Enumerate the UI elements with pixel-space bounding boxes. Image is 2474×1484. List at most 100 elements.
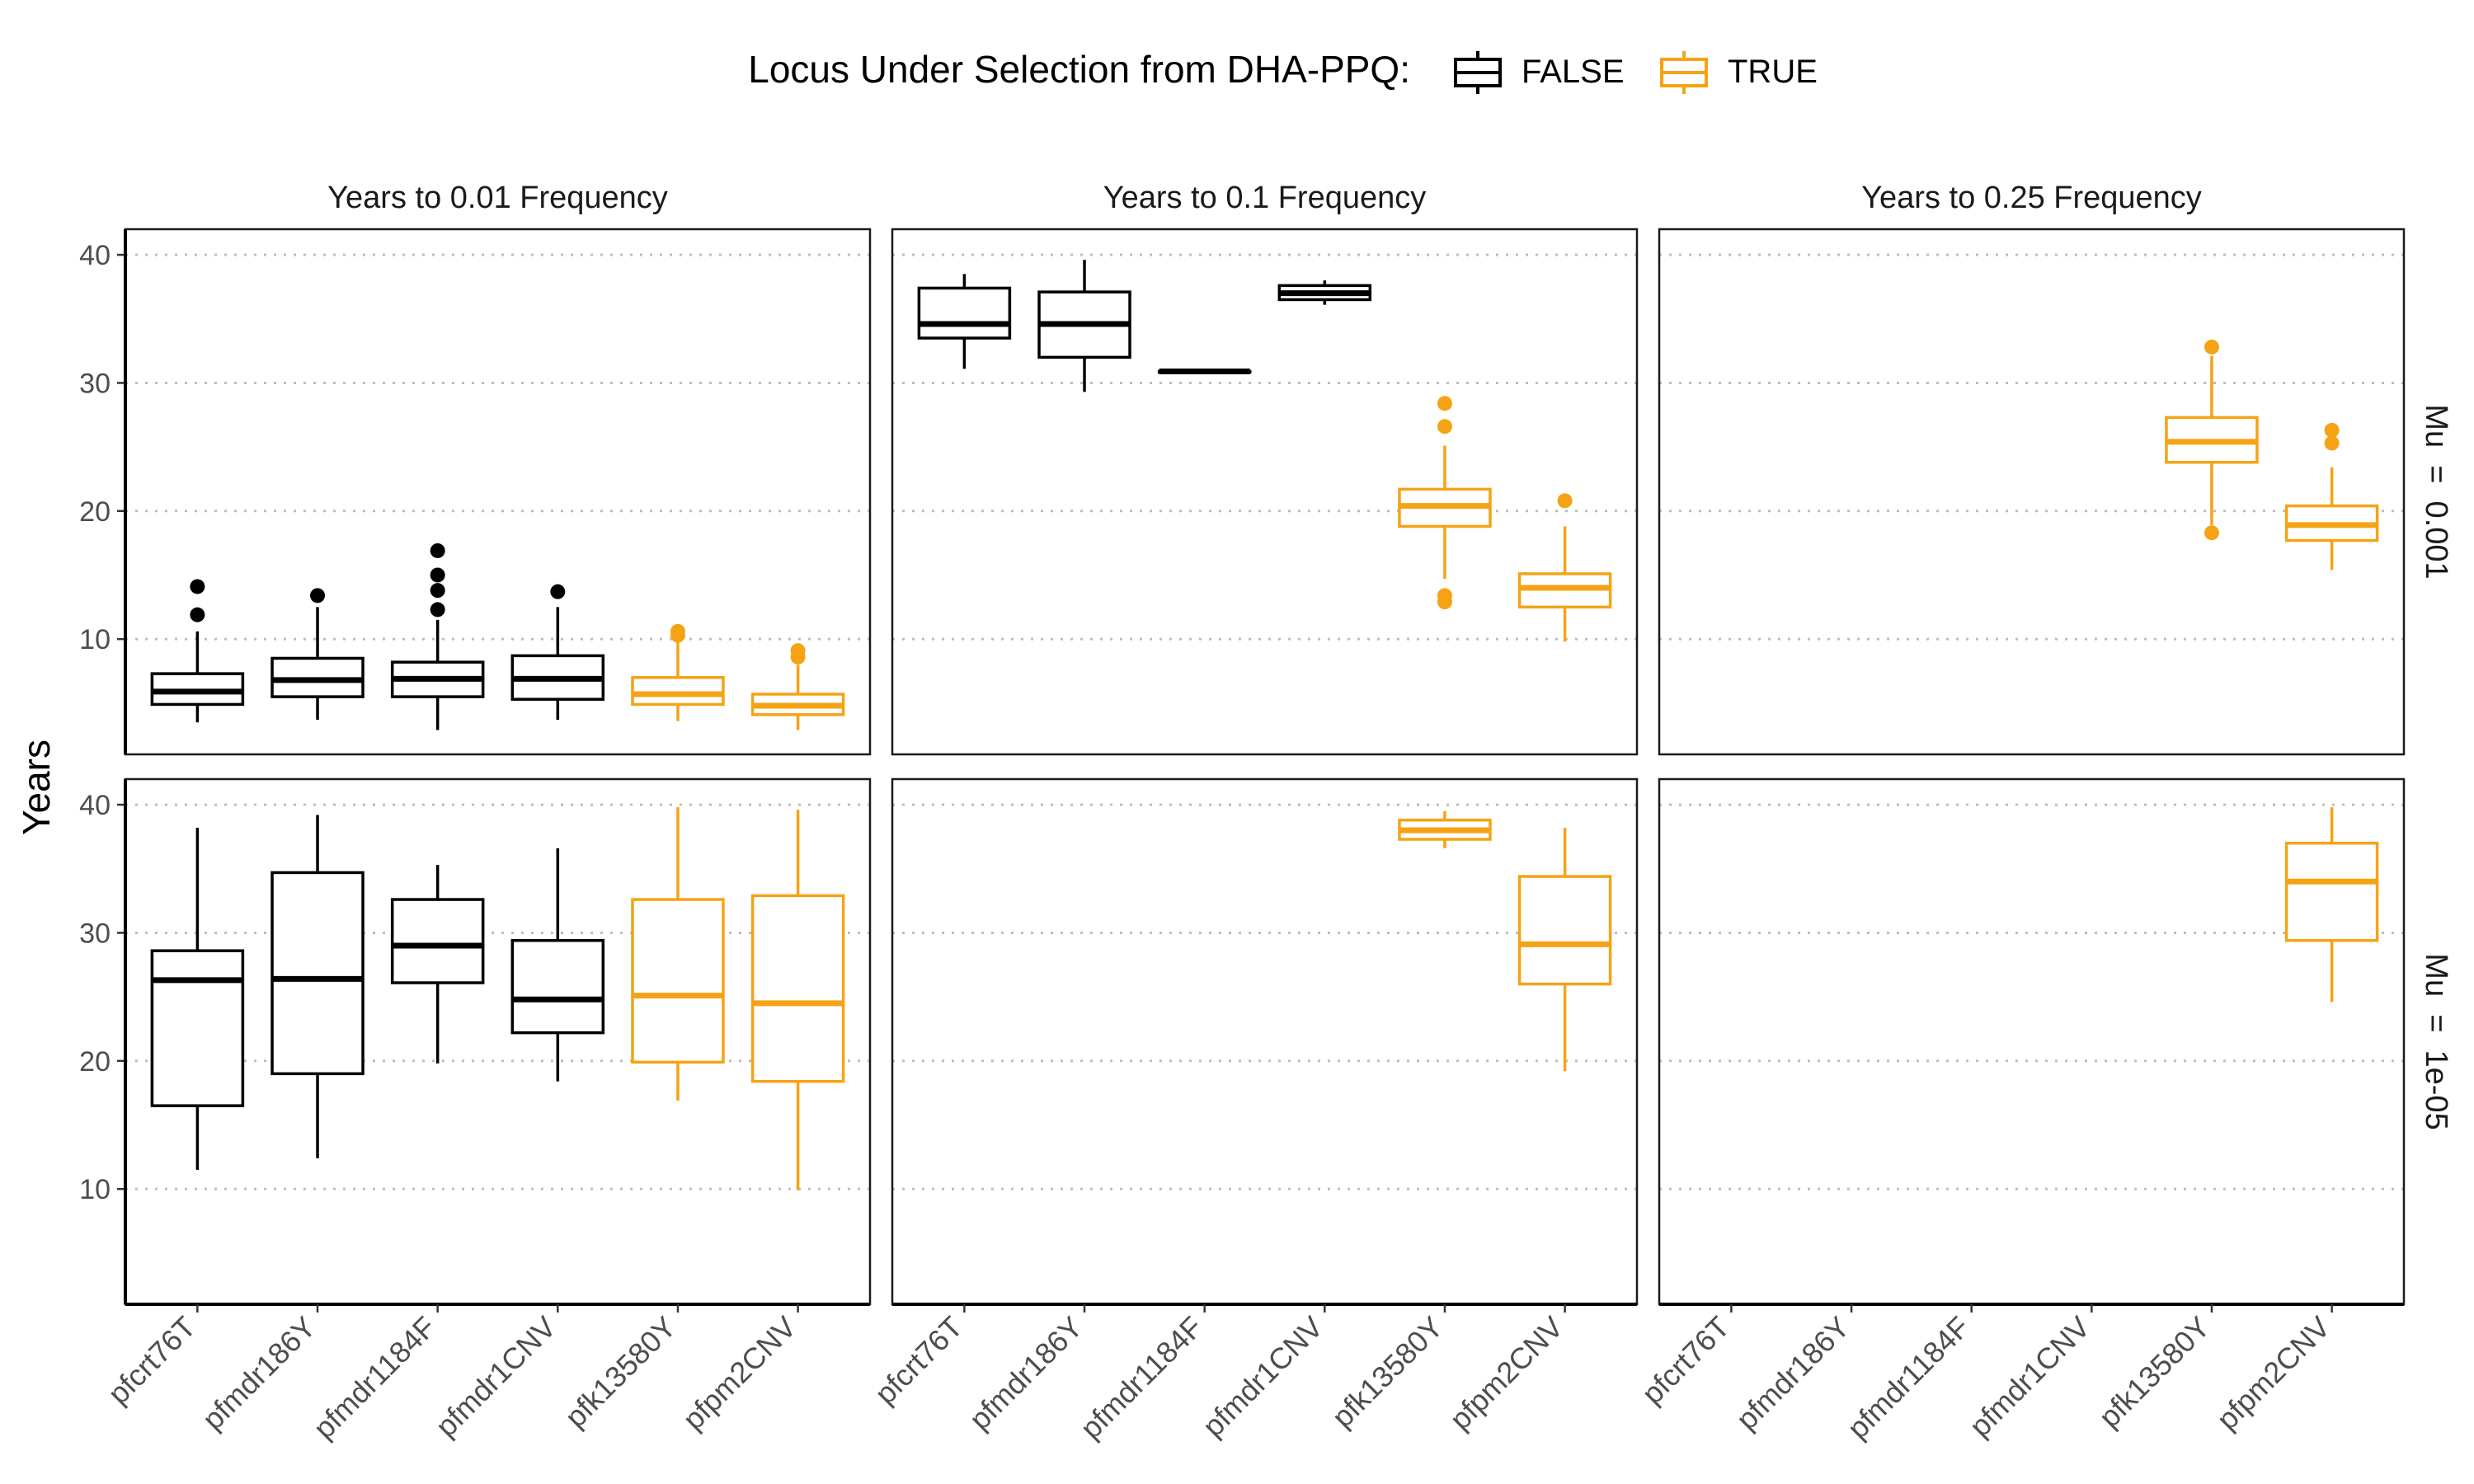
box-iqr <box>1517 875 1612 986</box>
x-tick-label: pfmdr186Y <box>962 1310 1089 1437</box>
outlier-point <box>310 588 326 603</box>
x-tick-label: pfmdr1CNV <box>1963 1310 2096 1444</box>
y-tick-label: 30 <box>79 368 111 399</box>
box-pfk13580Y <box>631 807 725 1101</box>
panel-boxes-r0-c2 <box>2165 339 2379 571</box>
column-strip-label: Years to 0.1 Frequency <box>1103 181 1427 215</box>
x-tick-label: pfcrt76T <box>868 1310 969 1411</box>
box-pfmdr1184F <box>390 542 485 730</box>
box-iqr <box>750 894 845 1083</box>
box-iqr <box>2284 841 2379 942</box>
outlier-point <box>190 607 205 622</box>
box-iqr <box>510 939 605 1035</box>
box-pfcrt76T <box>150 579 245 723</box>
outlier-point <box>430 567 445 583</box>
box-iqr <box>631 676 725 707</box>
panel-boxes-r0-c0 <box>150 542 845 730</box>
box-pfmdr1CNV <box>510 848 605 1082</box>
box-pfmdr1184F <box>1157 368 1252 374</box>
box-pfk13580Y <box>2165 339 2259 541</box>
outlier-point <box>2324 422 2340 438</box>
x-tick-label: pfmdr1CNV <box>1196 1310 1329 1444</box>
outlier-point <box>430 542 445 558</box>
box-pfpm2CNV <box>750 643 845 730</box>
panel-r0-c0: 10 20 30 40 <box>79 228 872 756</box>
box-iqr <box>270 871 365 1076</box>
y-tick-label: 30 <box>79 918 111 949</box>
panel-boxes-r1-c0 <box>150 807 845 1190</box>
panel-frame <box>891 228 1639 756</box>
legend-title: Locus Under Selection from DHA-PPQ: <box>748 48 1410 91</box>
box-pfpm2CNV <box>1517 828 1612 1072</box>
box-pfpm2CNV <box>750 810 845 1190</box>
y-tick-label: 20 <box>79 496 111 528</box>
panel-boxes-r1-c2 <box>2284 807 2379 1003</box>
box-pfk13580Y <box>631 623 725 721</box>
x-tick-label: pfk13580Y <box>558 1310 683 1435</box>
box-pfmdr1CNV <box>510 584 605 721</box>
panel-frame <box>1658 228 2406 756</box>
outlier-point <box>790 643 806 659</box>
outlier-point <box>2204 525 2219 541</box>
box-pfk13580Y <box>1398 396 1492 610</box>
outlier-point <box>1437 588 1452 603</box>
x-tick-label: pfpm2CNV <box>2210 1310 2336 1436</box>
x-tick-label: pfmdr1184F <box>1841 1310 1976 1445</box>
y-tick-label: 40 <box>79 240 111 271</box>
panel-frame <box>891 777 1639 1306</box>
box-pfpm2CNV <box>2284 807 2379 1003</box>
legend-entry-true: TRUE <box>1660 51 1818 94</box>
column-strip-label: Years to 0.01 Frequency <box>327 181 668 215</box>
box-iqr <box>390 898 485 984</box>
panel-boxes-r1-c1 <box>1398 810 1612 1072</box>
legend-label: FALSE <box>1522 54 1625 90</box>
box-pfmdr186Y <box>270 588 365 721</box>
legend-entry-false: FALSE <box>1454 51 1625 94</box>
x-tick-label: pfmdr186Y <box>1729 1310 1856 1437</box>
outlier-point <box>670 623 685 639</box>
box-pfpm2CNV <box>1517 493 1612 642</box>
outlier-point <box>2204 339 2219 355</box>
x-tick-label: pfmdr186Y <box>195 1310 322 1437</box>
column-strip-label: Years to 0.25 Frequency <box>1861 181 2202 215</box>
outlier-point <box>1437 396 1452 411</box>
box-pfpm2CNV <box>2284 422 2379 571</box>
x-tick-label: pfk13580Y <box>1325 1310 1450 1435</box>
x-tick-label: pfpm2CNV <box>1443 1310 1569 1436</box>
outlier-point <box>2324 435 2340 451</box>
box-pfmdr186Y <box>270 815 365 1158</box>
legend: Locus Under Selection from DHA-PPQ: FALS… <box>748 48 1818 94</box>
y-tick-label: 20 <box>79 1046 111 1078</box>
panel-boxes-r0-c1 <box>917 260 1612 642</box>
x-tick-label: pfpm2CNV <box>676 1310 802 1436</box>
outlier-point <box>1557 493 1573 509</box>
row-strip-label: Mu = 0.001 <box>2419 404 2453 579</box>
box-pfk13580Y <box>1398 810 1492 848</box>
box-pfmdr1CNV <box>1277 280 1372 305</box>
box-iqr <box>631 898 725 1064</box>
x-tick-label: pfcrt76T <box>101 1310 202 1411</box>
box-pfcrt76T <box>150 828 245 1170</box>
outlier-point <box>190 579 205 594</box>
x-tick-label: pfmdr1184F <box>1074 1310 1209 1445</box>
box-pfmdr1184F <box>390 865 485 1064</box>
x-tick-label: pfk13580Y <box>2092 1310 2217 1435</box>
outlier-point <box>430 583 445 599</box>
box-pfmdr186Y <box>1037 260 1131 392</box>
box-iqr <box>917 286 1012 340</box>
panel-r0-c1 <box>891 228 1639 756</box>
y-tick-label: 10 <box>79 624 111 655</box>
y-tick-label: 10 <box>79 1174 111 1205</box>
box-iqr <box>150 949 245 1107</box>
outlier-point <box>1437 419 1452 434</box>
x-tick-label: pfcrt76T <box>1635 1310 1736 1411</box>
panel-r0-c2 <box>1658 228 2406 756</box>
y-axis-title: Years <box>15 740 58 835</box>
outlier-point <box>550 584 566 599</box>
row-strip-label: Mu = 1e-05 <box>2419 953 2453 1129</box>
legend-label: TRUE <box>1728 54 1818 90</box>
outlier-point <box>430 602 445 618</box>
x-tick-label: pfmdr1CNV <box>429 1310 562 1444</box>
box-pfcrt76T <box>917 274 1012 369</box>
